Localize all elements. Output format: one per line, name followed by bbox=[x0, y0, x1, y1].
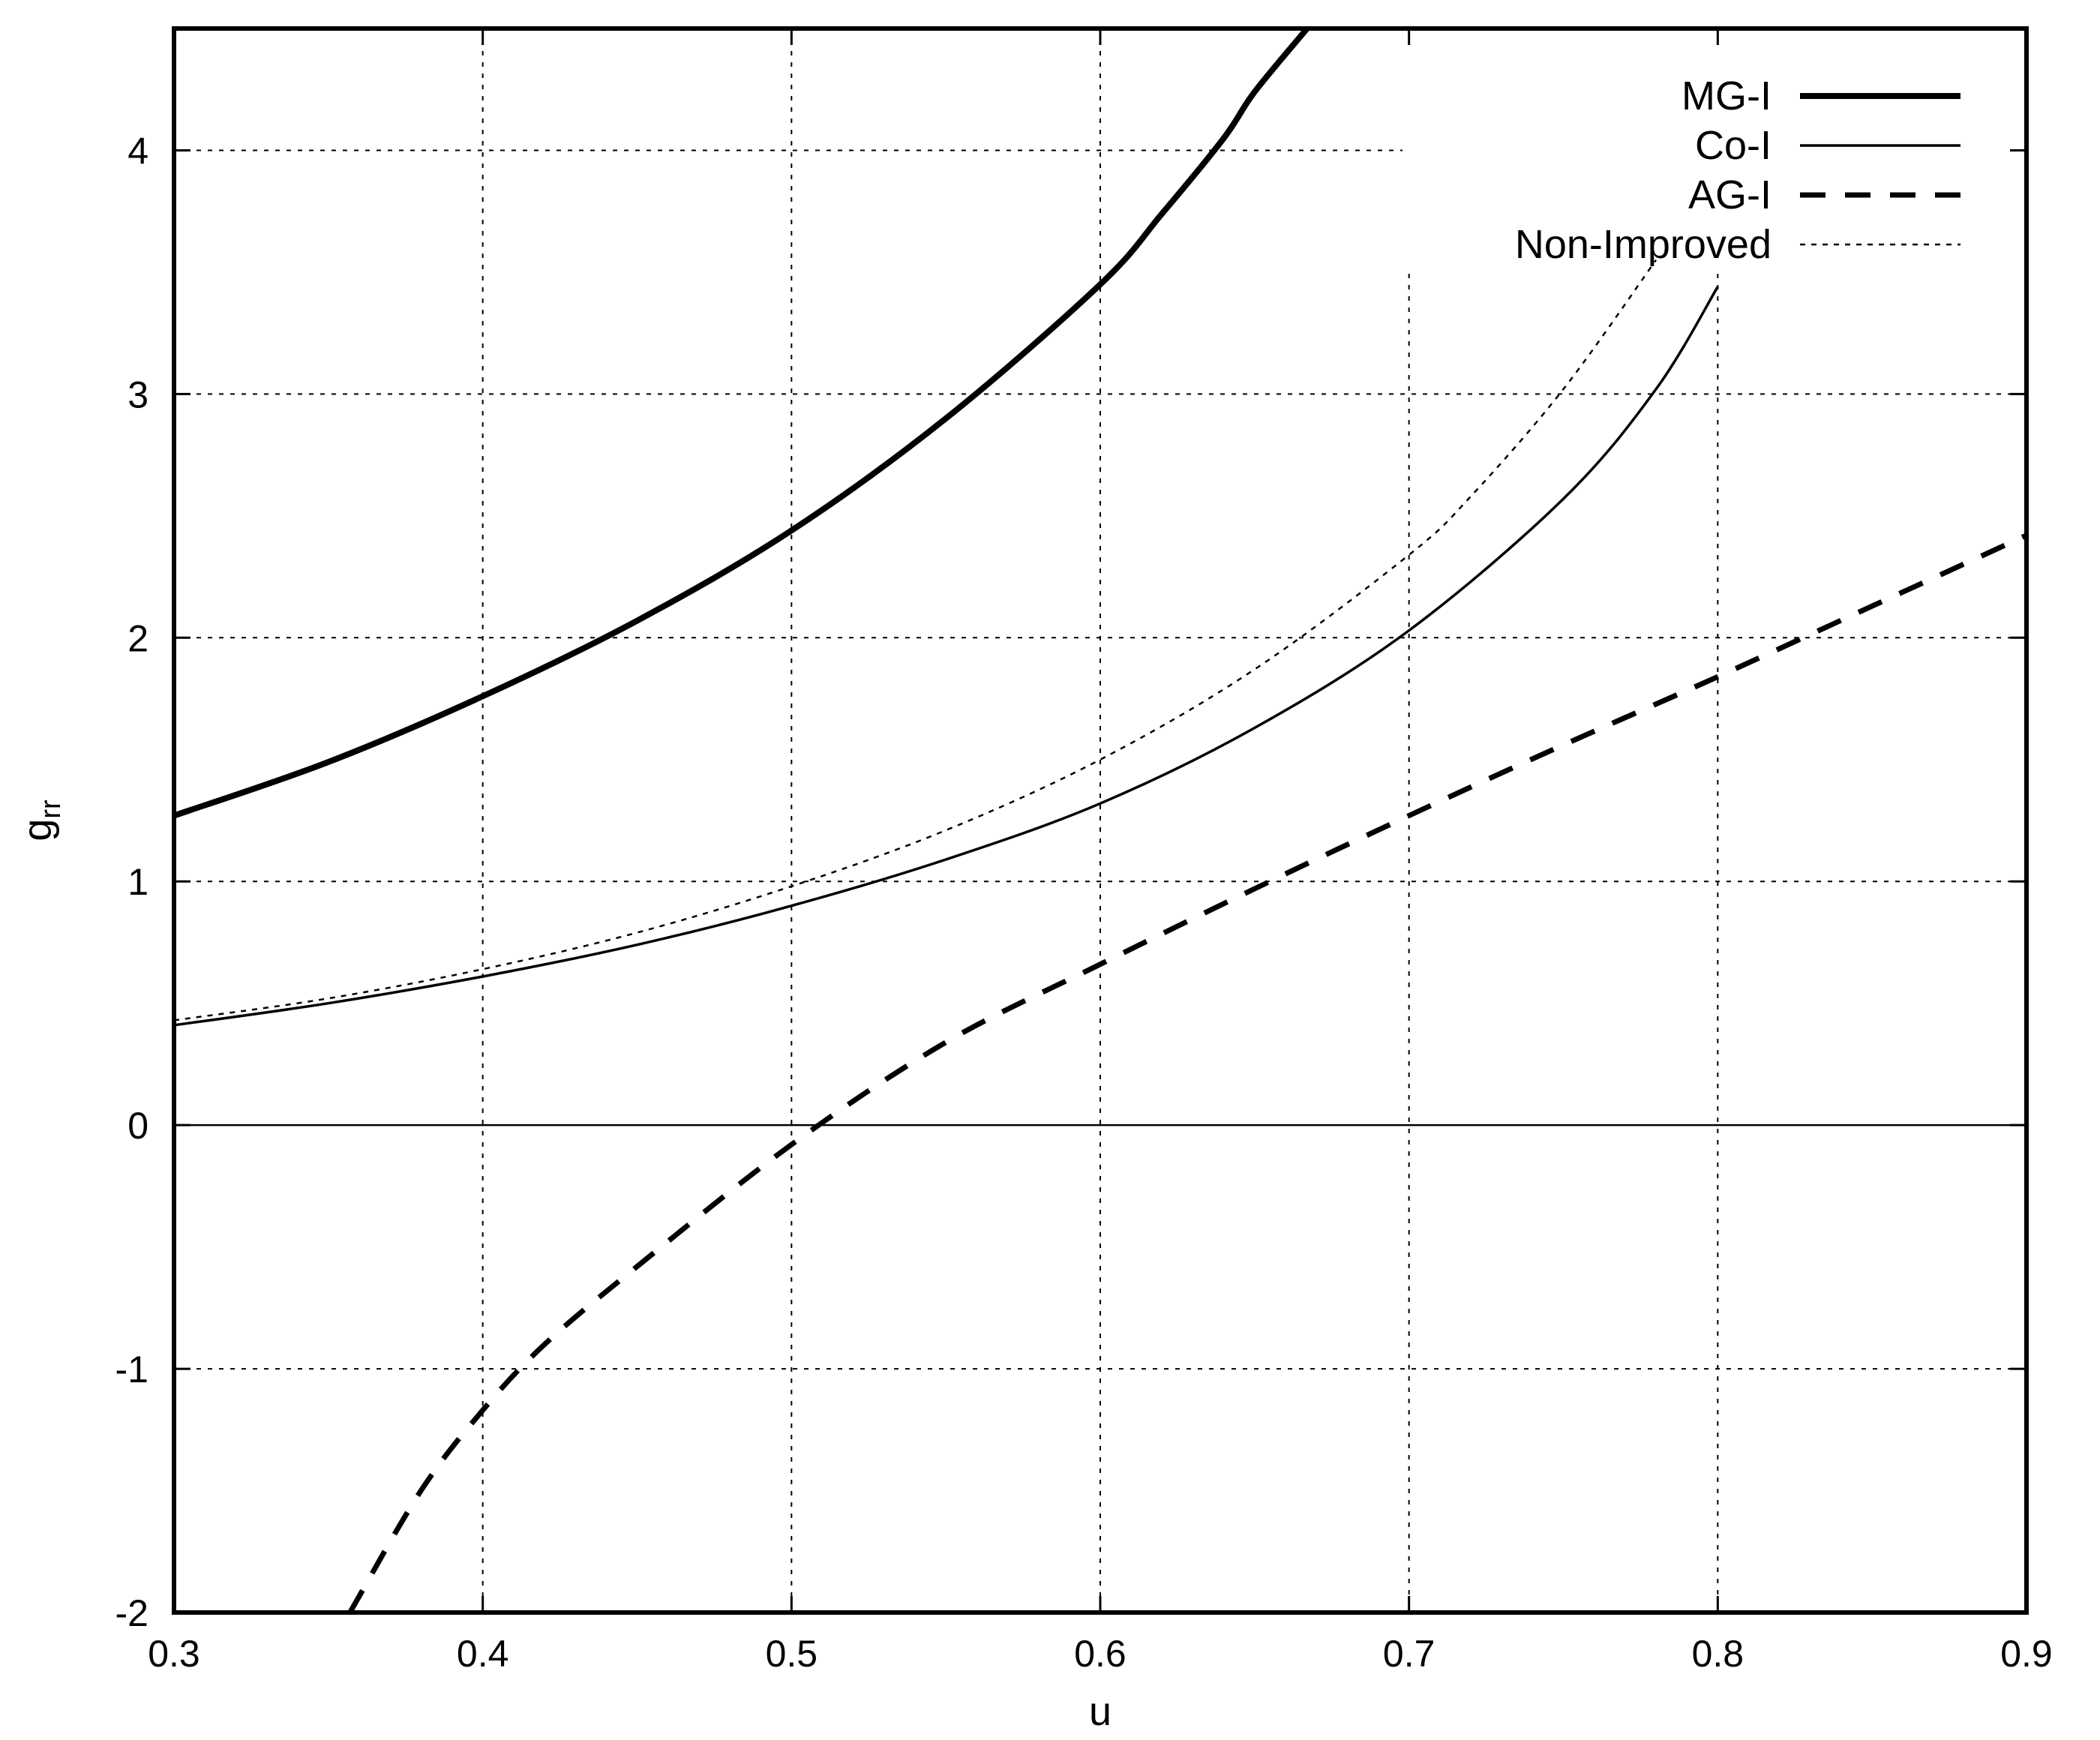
y-axis-label-main: g bbox=[15, 819, 60, 842]
y-axis-label: grr bbox=[15, 800, 67, 842]
series-line-co-i bbox=[173, 286, 1719, 1027]
y-tick-label: -2 bbox=[116, 1592, 148, 1634]
x-tick-label: 0.9 bbox=[2000, 1633, 2053, 1675]
ticks: 0.3 0.4 0.5 0.6 0.7 0.8 0.9 -2 -1 0 1 2 3 4 bbox=[116, 28, 2053, 1675]
y-tick-label: 3 bbox=[128, 374, 148, 416]
series-layer bbox=[172, 26, 2028, 1614]
y-axis-label-subscript: rr bbox=[35, 800, 67, 819]
legend-label: AG-I bbox=[1688, 172, 1772, 218]
series-line-mg-i bbox=[172, 26, 1310, 819]
series-line-non-improved bbox=[173, 259, 1658, 1022]
legend-label: MG-I bbox=[1682, 74, 1772, 118]
y-tick-label: 2 bbox=[128, 617, 148, 659]
grid bbox=[174, 28, 2026, 1612]
x-tick-label: 0.5 bbox=[766, 1633, 818, 1675]
x-tick-label: 0.8 bbox=[1692, 1633, 1744, 1675]
x-tick-label: 0.3 bbox=[148, 1633, 200, 1675]
legend-label: Co-I bbox=[1695, 123, 1772, 168]
x-tick-label: 0.6 bbox=[1074, 1633, 1126, 1675]
y-tick-label: 1 bbox=[128, 861, 148, 903]
x-tick-label: 0.7 bbox=[1383, 1633, 1436, 1675]
legend-label: Non-Improved bbox=[1515, 222, 1772, 267]
y-tick-label: 4 bbox=[128, 130, 148, 172]
y-tick-label: 0 bbox=[128, 1105, 148, 1147]
y-tick-label: -1 bbox=[116, 1348, 148, 1390]
series-line-ag-i bbox=[347, 532, 2028, 1614]
x-tick-label: 0.4 bbox=[457, 1633, 509, 1675]
x-axis-label: u bbox=[1089, 1689, 1112, 1734]
